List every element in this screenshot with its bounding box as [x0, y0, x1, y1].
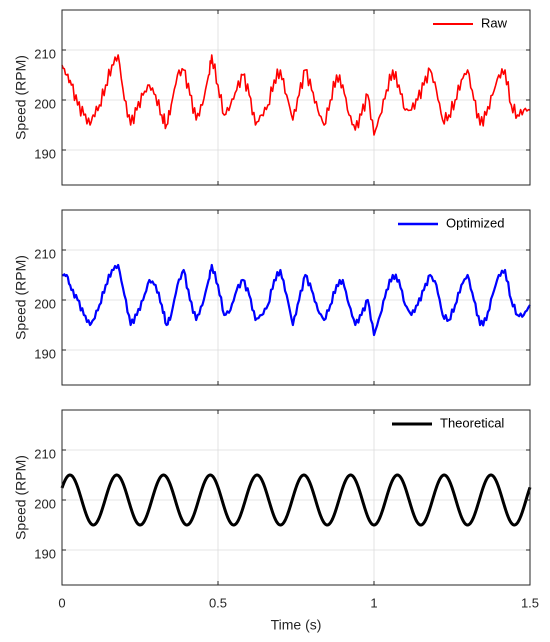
ytick-label-190-theoretical: 190 [34, 546, 56, 561]
xtick-label-1.5: 1.5 [521, 595, 539, 610]
legend-box-optimized [392, 213, 526, 235]
panel-optimized: 190 200 210 Speed (RPM) Optimized [13, 209, 531, 386]
axes-box-theoretical [61, 409, 531, 586]
xtick-label-0: 0 [58, 595, 65, 610]
ylabel-raw: Speed (RPM) [13, 55, 29, 140]
plot-area-optimized [62, 210, 530, 385]
series-theoretical [60, 473, 532, 527]
ylabel-theoretical: Speed (RPM) [13, 455, 29, 540]
ytick-label-200-raw: 200 [34, 96, 56, 111]
grid-raw [61, 10, 531, 185]
ytick-label-200-theoretical: 200 [34, 496, 56, 511]
ytick-label-200-optimized: 200 [34, 296, 56, 311]
axes-box-raw [61, 9, 531, 186]
legend-label-optimized: Optimized [446, 215, 505, 230]
ytick-label-210-theoretical: 210 [34, 446, 56, 461]
series-line-raw [61, 54, 531, 136]
legend-raw: Raw [426, 13, 526, 35]
legend-box-theoretical [386, 413, 526, 435]
plot-area-raw [62, 10, 530, 185]
series-line-theoretical [60, 473, 532, 527]
panel-theoretical: 190 200 210 Speed (RPM) Theoretical 0 0.… [13, 409, 539, 633]
legend-label-theoretical: Theoretical [440, 415, 504, 430]
legend-theoretical: Theoretical [386, 413, 526, 435]
ytick-label-190-optimized: 190 [34, 346, 56, 361]
panel-raw: 190 200 210 Speed (RPM) Raw [13, 9, 531, 186]
plot-area-theoretical [62, 410, 530, 585]
ytick-label-190-raw: 190 [34, 146, 56, 161]
xtick-label-1: 1 [370, 595, 377, 610]
legend-label-raw: Raw [481, 15, 508, 30]
legend-optimized: Optimized [392, 213, 526, 235]
series-raw [61, 54, 531, 136]
series-line-optimized [61, 263, 531, 337]
ylabel-optimized: Speed (RPM) [13, 255, 29, 340]
series-optimized [61, 263, 531, 337]
axes-box-optimized [61, 209, 531, 386]
xlabel: Time (s) [271, 617, 322, 633]
ytick-label-210-raw: 210 [34, 46, 56, 61]
ytick-label-210-optimized: 210 [34, 246, 56, 261]
legend-box-raw [426, 13, 526, 35]
xtick-label-0.5: 0.5 [209, 595, 227, 610]
